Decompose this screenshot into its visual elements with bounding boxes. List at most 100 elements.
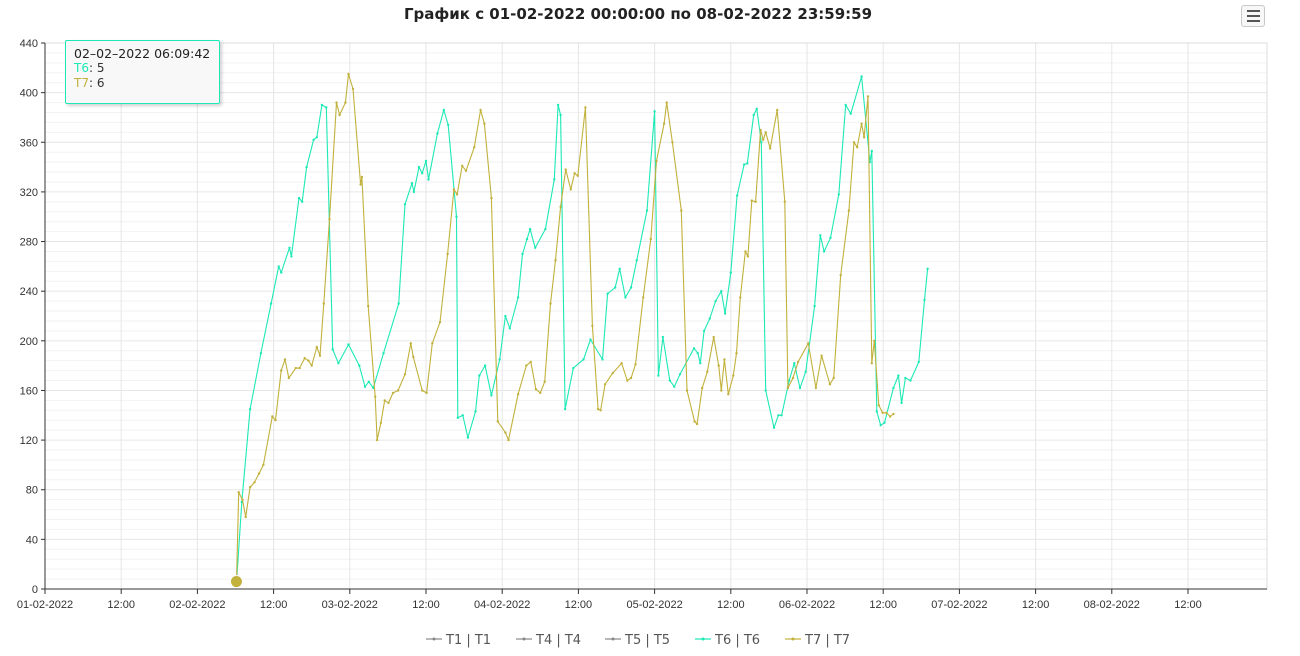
data-point: [360, 175, 364, 179]
y-tick-label: 0: [32, 584, 38, 596]
data-point: [274, 419, 277, 422]
data-point: [391, 391, 395, 395]
data-point: [917, 360, 920, 364]
data-point: [764, 131, 767, 134]
y-tick-label: 80: [26, 485, 38, 497]
legend-label: T7 | T7: [804, 633, 850, 648]
legend-item[interactable]: T6 | T6: [695, 633, 760, 648]
data-point: [829, 236, 832, 239]
data-point: [559, 113, 562, 117]
data-point: [649, 237, 652, 241]
data-point: [436, 132, 439, 135]
data-point: [455, 193, 459, 196]
legend-item[interactable]: T7 | T7: [785, 633, 850, 648]
data-point: [573, 172, 576, 175]
tooltip-row-t7: T7: 6: [74, 76, 105, 90]
data-point: [870, 362, 873, 365]
data-point: [410, 182, 414, 185]
data-point: [569, 188, 572, 191]
data-point: [696, 352, 699, 355]
data-point: [662, 122, 666, 125]
chart-title: График с 01-02-2022 00:00:00 по 08-02-20…: [404, 5, 872, 23]
data-point: [461, 414, 464, 417]
data-point: [328, 218, 331, 221]
data-point: [727, 393, 730, 396]
data-point: [661, 335, 665, 339]
y-tick-label: 40: [26, 534, 38, 546]
data-point: [762, 138, 765, 141]
data-point: [490, 196, 493, 200]
data-point: [337, 362, 340, 365]
data-point: [723, 312, 727, 315]
data-point: [923, 298, 926, 302]
x-tick-label: 12:00: [1174, 599, 1202, 611]
hover-marker[interactable]: [229, 575, 243, 589]
data-point: [543, 380, 546, 383]
legend-label: T6 | T6: [714, 633, 760, 648]
legend-marker: [432, 637, 436, 641]
y-tick-label: 320: [20, 187, 38, 199]
data-point: [421, 389, 424, 392]
legend-item[interactable]: T1 | T1: [426, 633, 491, 648]
data-point: [412, 190, 416, 194]
data-point: [277, 265, 280, 268]
y-tick-label: 400: [20, 88, 38, 100]
x-tick-label: 12:00: [1022, 599, 1050, 611]
data-point: [496, 420, 499, 423]
data-point: [315, 345, 318, 349]
tooltip: 02–02–2022 06:09:42 T6: 5 T7: 6: [65, 40, 220, 104]
data-point: [504, 314, 507, 318]
axes: 0 40 80 120 160 200 240 280 320 360 400 440 01-02-20…: [17, 38, 1267, 611]
x-tick-label: 06-02-2022: [779, 599, 835, 611]
data-point: [603, 383, 607, 386]
data-point: [897, 374, 900, 377]
data-point: [909, 379, 912, 382]
data-point: [699, 362, 702, 365]
data-point: [769, 147, 772, 150]
data-point: [525, 364, 528, 367]
tooltip-row-t6: T6: 5: [74, 61, 105, 75]
data-point: [837, 193, 840, 196]
data-point: [424, 159, 428, 163]
legend-item[interactable]: T5 | T5: [605, 633, 670, 648]
data-point: [473, 146, 476, 149]
data-point: [742, 163, 746, 166]
data-point: [735, 352, 738, 355]
data-point: [708, 317, 711, 320]
tooltip-series-name: T6: [74, 61, 89, 75]
hamburger-menu-icon: [1246, 20, 1260, 22]
y-tick-label: 120: [20, 435, 38, 447]
data-point: [804, 370, 807, 373]
data-point: [262, 463, 265, 467]
data-point: [739, 296, 742, 299]
data-point: [828, 383, 832, 386]
x-tick-label: 02-02-2022: [169, 599, 225, 611]
x-tick-label: 05-02-2022: [626, 599, 682, 611]
data-point: [335, 101, 338, 104]
y-tick-label: 160: [20, 385, 38, 397]
data-point: [596, 407, 600, 411]
data-point: [892, 386, 895, 390]
grid: [44, 42, 1267, 590]
data-point: [746, 255, 750, 258]
data-point: [720, 389, 723, 392]
data-point: [883, 421, 886, 424]
legend-item[interactable]: T4 | T4: [516, 633, 581, 648]
data-point: [498, 358, 501, 361]
x-tick-label: 12:00: [260, 599, 288, 611]
data-point: [379, 421, 383, 424]
chart-menu-button[interactable]: [1241, 5, 1265, 27]
data-point: [735, 194, 739, 197]
data-point: [301, 200, 304, 203]
data-point: [417, 165, 421, 169]
data-point: [338, 113, 341, 117]
data-point: [926, 267, 929, 270]
data-point: [375, 438, 379, 442]
tooltip-header: 02–02–2022 06:09:42: [74, 46, 211, 61]
data-point: [626, 379, 629, 382]
data-point: [347, 72, 350, 76]
data-point: [870, 149, 873, 153]
data-point: [553, 178, 556, 181]
data-point: [723, 358, 726, 361]
data-point: [606, 292, 609, 295]
